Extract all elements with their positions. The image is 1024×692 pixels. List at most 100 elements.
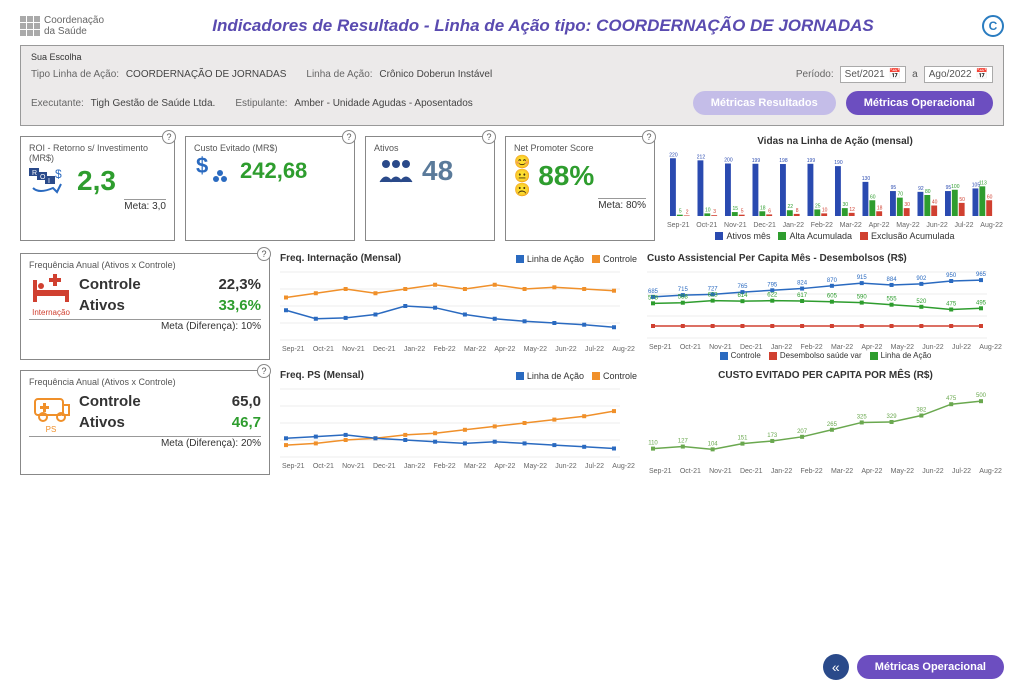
custo-capita-chart: Custo Assistencial Per Capita Mês - Dese…: [647, 253, 1004, 360]
svg-text:520: 520: [916, 299, 927, 305]
svg-text:22: 22: [788, 204, 794, 210]
kpi-custo-evitado: ? Custo Evitado (MR$) $ 242,68: [185, 136, 355, 241]
svg-text:622: 622: [767, 293, 778, 299]
svg-text:15: 15: [733, 206, 739, 212]
money-icon: $: [194, 155, 232, 187]
roi-meta: Meta: 3,0: [124, 199, 166, 212]
svg-text:10: 10: [822, 207, 828, 213]
freq-ps-chart: Freq. PS (Mensal) Linha de Ação Controle…: [280, 370, 637, 475]
svg-text:212: 212: [697, 154, 706, 160]
svg-text:555: 555: [887, 297, 898, 303]
svg-text:30: 30: [843, 202, 849, 208]
linha-label: Linha de Ação:: [306, 69, 372, 80]
svg-text:475: 475: [946, 396, 957, 402]
svg-text:588: 588: [678, 295, 689, 301]
nps-meta: Meta: 80%: [598, 198, 646, 211]
kpi-ativos: ? Ativos 48: [365, 136, 495, 241]
filters-legend: Sua Escolha: [31, 52, 993, 62]
linha-value: Crônico Doberun Instável: [379, 69, 492, 80]
people-icon: [374, 156, 414, 186]
svg-text:265: 265: [827, 422, 838, 428]
periodo-label: Período:: [796, 69, 834, 80]
roi-icon: ROI$: [29, 166, 69, 196]
svg-text:18: 18: [760, 205, 766, 211]
tipo-label: Tipo Linha de Ação:: [31, 69, 119, 80]
nps-value: 88%: [538, 160, 594, 192]
help-icon[interactable]: ?: [162, 130, 176, 144]
vidas-chart: Vidas na Linha de Ação (mensal) 22052212…: [665, 136, 1005, 241]
period-from[interactable]: Set/2021 📅: [840, 66, 907, 83]
svg-text:475: 475: [946, 302, 957, 308]
svg-text:60: 60: [870, 194, 876, 200]
svg-text:151: 151: [737, 436, 748, 442]
help-icon[interactable]: ?: [342, 130, 356, 144]
kpi-roi: ? ROI - Retorno s/ Investimento (MR$) RO…: [20, 136, 175, 241]
svg-text:617: 617: [797, 293, 808, 299]
freq-internacao-chart: Freq. Internação (Mensal) Linha de Ação …: [280, 253, 637, 360]
ambulance-icon: [29, 389, 73, 425]
svg-text:80: 80: [925, 189, 931, 195]
metricas-operacional-button[interactable]: Métricas Operacional: [846, 91, 993, 115]
help-icon[interactable]: ?: [257, 247, 271, 261]
svg-text:727: 727: [708, 286, 719, 292]
svg-text:495: 495: [976, 300, 987, 306]
svg-text:18: 18: [877, 205, 883, 211]
bed-icon: [29, 272, 73, 308]
svg-text:207: 207: [797, 429, 808, 435]
svg-text:110: 110: [648, 441, 658, 447]
svg-text:104: 104: [708, 441, 719, 447]
svg-text:623: 623: [708, 293, 719, 299]
svg-text:2: 2: [686, 209, 689, 215]
svg-text:200: 200: [724, 158, 733, 164]
svg-text:$: $: [55, 167, 62, 181]
svg-text:40: 40: [932, 200, 938, 206]
back-button[interactable]: «: [823, 654, 849, 680]
svg-text:190: 190: [834, 160, 843, 166]
custo-evitado-chart: CUSTO EVITADO PER CAPITA POR MÊS (R$) 11…: [647, 370, 1004, 475]
estipulante-label: Estipulante:: [235, 98, 287, 109]
svg-text:199: 199: [752, 158, 761, 164]
svg-text:60: 60: [987, 194, 993, 200]
svg-text:$: $: [196, 155, 208, 178]
svg-text:130: 130: [862, 176, 871, 182]
ativos-value: 48: [422, 155, 453, 187]
help-icon[interactable]: ?: [482, 130, 496, 144]
svg-text:5: 5: [679, 209, 682, 215]
brand-logo: Coordenação da Saúde: [20, 15, 104, 37]
roi-value: 2,3: [77, 165, 116, 197]
calendar-icon: 📅: [976, 69, 988, 80]
period-to[interactable]: Ago/2022 📅: [924, 66, 993, 83]
svg-text:50: 50: [959, 197, 965, 203]
svg-text:199: 199: [807, 158, 816, 164]
svg-text:70: 70: [898, 192, 904, 198]
filters-panel: Sua Escolha Tipo Linha de Ação: COORDERN…: [20, 45, 1004, 126]
svg-text:173: 173: [767, 433, 778, 439]
svg-text:605: 605: [827, 294, 838, 300]
svg-text:329: 329: [887, 414, 898, 420]
custo-value: 242,68: [240, 158, 307, 184]
svg-text:220: 220: [669, 152, 678, 158]
refresh-icon[interactable]: C: [982, 15, 1004, 37]
svg-text:92: 92: [918, 186, 924, 192]
svg-text:382: 382: [916, 408, 927, 414]
tipo-value: COORDERNAÇÃO DE JORNADAS: [126, 69, 287, 80]
svg-text:965: 965: [976, 272, 987, 278]
svg-text:R: R: [32, 170, 37, 177]
svg-text:113: 113: [979, 180, 987, 186]
svg-text:100: 100: [951, 184, 960, 190]
svg-text:590: 590: [857, 295, 868, 301]
svg-text:685: 685: [648, 289, 659, 295]
metricas-resultados-button[interactable]: Métricas Resultados: [693, 91, 836, 115]
svg-text:824: 824: [797, 281, 808, 287]
svg-text:765: 765: [737, 284, 748, 290]
help-icon[interactable]: ?: [642, 130, 656, 144]
metricas-operacional-footer-button[interactable]: Métricas Operacional: [857, 655, 1004, 679]
page-title: Indicadores de Resultado - Linha de Ação…: [104, 16, 982, 36]
svg-text:127: 127: [678, 439, 689, 445]
help-icon[interactable]: ?: [257, 364, 271, 378]
faces-icon: 😊😐☹️: [514, 155, 530, 196]
svg-text:500: 500: [976, 393, 987, 399]
svg-text:I: I: [48, 178, 50, 185]
executante-label: Executante:: [31, 98, 84, 109]
svg-text:198: 198: [779, 158, 788, 164]
